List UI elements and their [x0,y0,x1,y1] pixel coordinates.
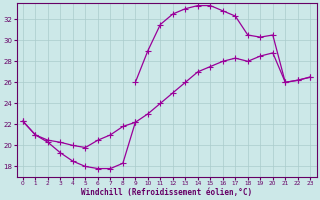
X-axis label: Windchill (Refroidissement éolien,°C): Windchill (Refroidissement éolien,°C) [81,188,252,197]
